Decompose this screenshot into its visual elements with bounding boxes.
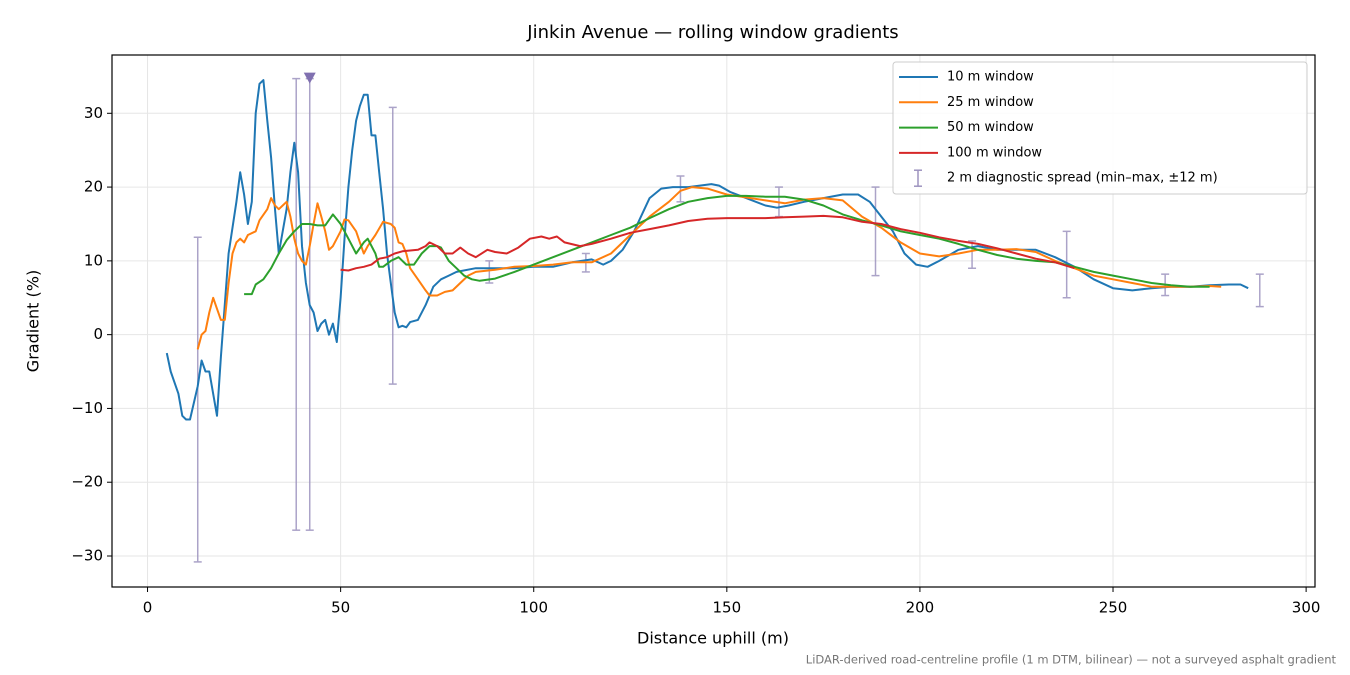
x-tick-label: 0: [143, 599, 153, 617]
series-line: [196, 186, 1222, 350]
x-tick-label: 200: [906, 599, 935, 617]
y-tick-label: 0: [93, 325, 103, 343]
x-tick-label: 300: [1292, 599, 1321, 617]
series-line: [244, 194, 1210, 296]
series-line: [165, 79, 1249, 421]
y-tick-label: −10: [71, 399, 103, 417]
error-bar: [871, 186, 880, 277]
y-tick-label: −30: [71, 547, 103, 565]
y-tick-label: −20: [71, 473, 103, 491]
legend-box: [892, 61, 1308, 195]
error-bar: [676, 175, 685, 203]
chart-title: Jinkin Avenue — rolling window gradients: [526, 22, 898, 43]
legend-label: 10 m window: [947, 70, 1034, 85]
x-tick-label: 50: [331, 599, 350, 617]
clip-marker: [303, 72, 316, 84]
y-tick-label: 20: [84, 178, 103, 196]
error-bar: [1255, 273, 1264, 308]
legend-label: 2 m diagnostic spread (min–max, ±12 m): [947, 171, 1218, 186]
plot-frame: [111, 54, 1316, 588]
x-axis-label: Distance uphill (m): [637, 629, 789, 648]
y-axis-label: Gradient (%): [24, 270, 43, 372]
error-bar: [193, 236, 202, 563]
y-tick-label: 30: [84, 104, 103, 122]
series-line: [340, 214, 1075, 272]
x-tick-label: 150: [713, 599, 742, 617]
legend-label: 100 m window: [947, 145, 1042, 160]
legend-label: 25 m window: [947, 95, 1034, 110]
x-tick-label: 250: [1099, 599, 1128, 617]
error-bar: [968, 240, 977, 269]
error-bar: [388, 106, 397, 385]
footnote: LiDAR-derived road-centreline profile (1…: [806, 653, 1337, 667]
x-tick-label: 100: [519, 599, 548, 617]
y-tick-label: 10: [84, 251, 103, 269]
legend: 10 m window 25 m window 50 m window 100 m w…: [892, 61, 1308, 195]
legend-label: 50 m window: [947, 120, 1034, 135]
